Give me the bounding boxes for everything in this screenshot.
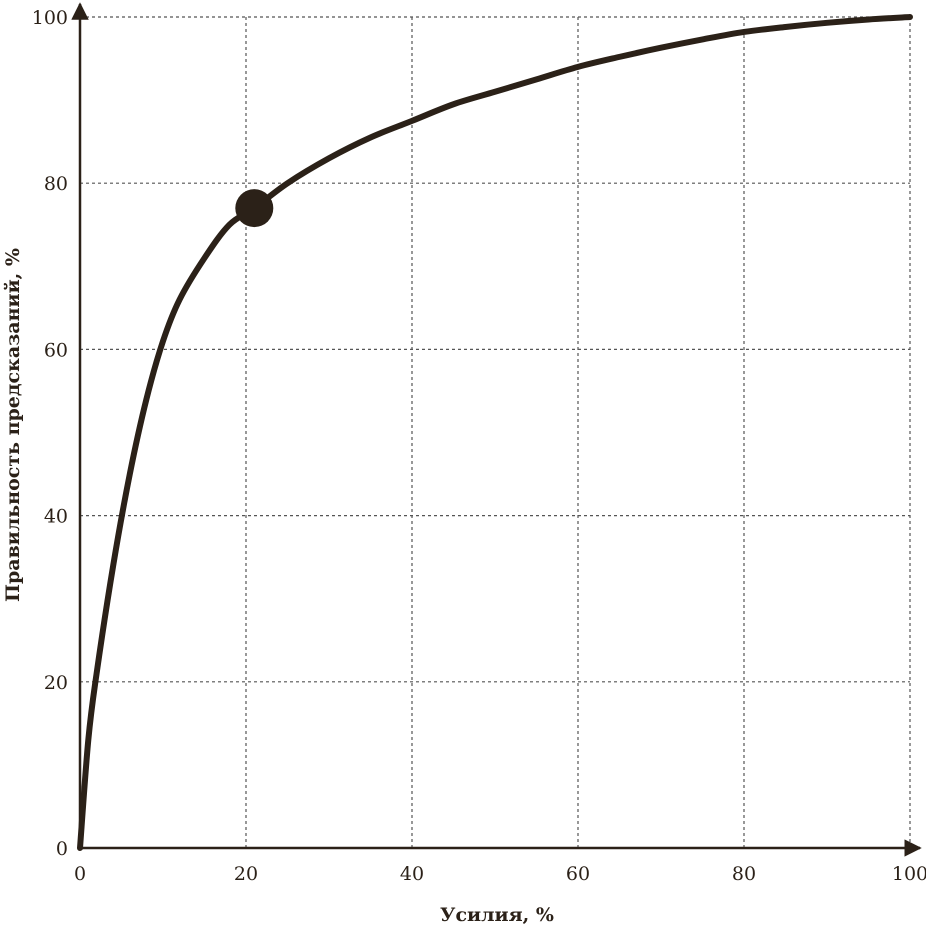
x-tick-label: 40	[400, 863, 424, 885]
x-tick-label: 0	[74, 863, 86, 885]
y-axis-title: Правильность предсказаний, %	[2, 248, 24, 602]
y-tick-label: 80	[44, 173, 68, 195]
highlight-point	[235, 189, 274, 228]
y-tick-label: 40	[44, 506, 68, 528]
y-tick-label: 0	[56, 838, 68, 860]
x-axis-title: Усилия, %	[440, 904, 554, 926]
series-line	[77, 14, 913, 851]
y-tick-label: 100	[32, 7, 68, 29]
y-tick-label: 20	[44, 672, 68, 694]
x-tick-label: 80	[732, 863, 756, 885]
x-tick-label: 60	[566, 863, 590, 885]
y-tick-labels: 0 20 40 60 80 100	[32, 7, 68, 860]
grid	[80, 16, 911, 848]
x-tick-label: 20	[234, 863, 258, 885]
y-tick-label: 60	[44, 339, 68, 361]
x-tick-labels: 0 20 40 60 80 100	[74, 863, 926, 885]
x-tick-label: 100	[892, 863, 926, 885]
